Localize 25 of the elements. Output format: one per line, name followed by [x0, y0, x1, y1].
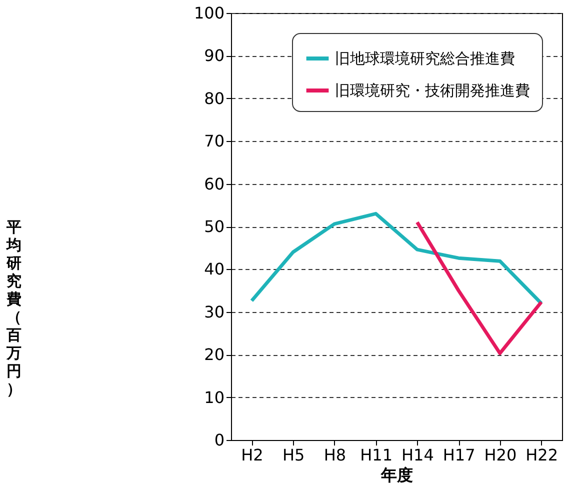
legend-label: 旧環境研究・技術開発推進費: [335, 82, 530, 100]
y-tick-label: 10: [204, 388, 224, 407]
x-tick-label: H8: [324, 446, 346, 464]
y-tick-label: 50: [204, 217, 224, 236]
y-tick-label: 80: [204, 88, 224, 108]
line-series: [250, 212, 544, 306]
y-tick-label: 90: [204, 46, 224, 66]
y-tick-label: 20: [204, 345, 224, 364]
y-tick-label: 60: [204, 174, 224, 194]
x-tick-label: H11: [360, 446, 393, 464]
y-tick-label: 0: [214, 430, 224, 450]
y-tick-label: 100: [194, 4, 224, 22]
y-tick-label: 70: [204, 132, 224, 151]
y-tick-label: 40: [204, 260, 224, 279]
x-tick-label: H17: [442, 446, 476, 464]
text: 平均研究費（百万円）: [6, 218, 22, 398]
x-tick-label: H14: [401, 446, 434, 464]
x-tick-label: H5: [282, 446, 305, 464]
y-tick-label: 30: [204, 302, 224, 322]
x-tick-label: H20: [484, 446, 517, 464]
line-series: [415, 220, 544, 356]
x-tick-label: H2: [241, 446, 264, 464]
legend-label: 旧地球環境研究総合推進費: [335, 50, 515, 68]
x-tick-label: H22: [526, 446, 558, 464]
x-axis-title: 年度: [380, 466, 413, 484]
